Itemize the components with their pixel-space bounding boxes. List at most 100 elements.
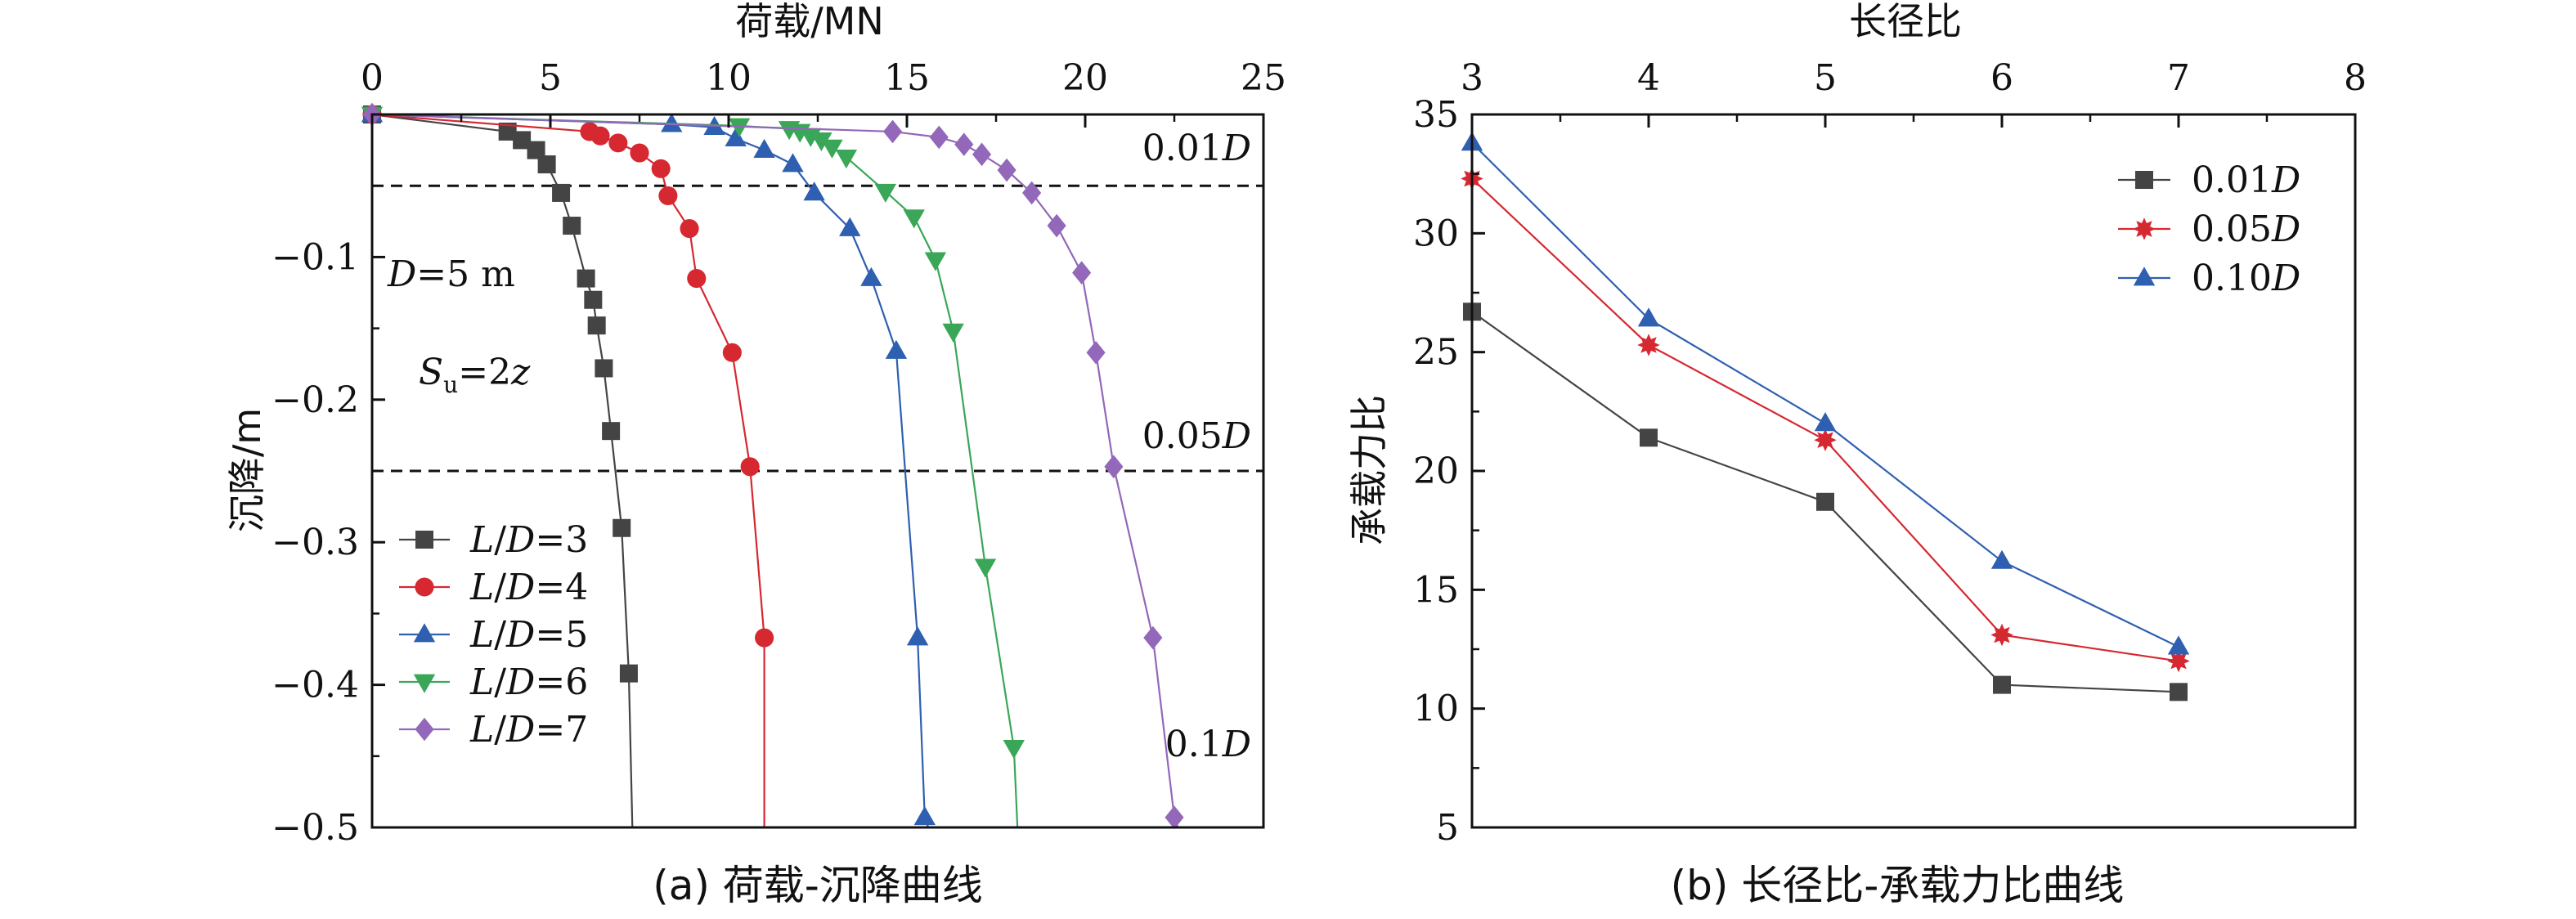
data-point	[1104, 455, 1124, 479]
legend-marker	[415, 577, 434, 597]
load-settlement-chart: 0 5 10 15 20 25 −0.1 −0.2 −0.3 −0.4 −0.5 荷载/MN 沉降/…	[225, 0, 1286, 909]
data-point	[608, 133, 628, 153]
data-point	[821, 139, 843, 159]
y-tick-label: 5	[1436, 807, 1459, 849]
ref-line-label-005d: 0.05D	[1142, 415, 1251, 457]
data-point	[835, 149, 858, 169]
data-point	[725, 127, 747, 146]
data-point	[619, 664, 638, 683]
load-settlement-plot-area: 0 5 10 15 20 25 −0.1 −0.2 −0.3 −0.4 −0.5	[272, 57, 1286, 849]
legend-b: 0.01D 0.05D 0.10D	[2118, 159, 2300, 299]
ratio-chart: 3 4 5 6 7 8 5 10 15 20 25 30 35 长径比 承载力比 (b) 长径比-承载力…	[1347, 0, 2367, 909]
data-point	[1637, 307, 1660, 327]
data-point	[563, 217, 581, 235]
series-line-2	[1471, 142, 2179, 648]
legend-marker	[2133, 267, 2156, 286]
x-tick-label: 3	[1461, 57, 1483, 99]
data-point	[782, 153, 804, 173]
legend-label: L/D=5	[469, 614, 588, 656]
data-point	[527, 141, 545, 159]
data-point	[1640, 428, 1658, 447]
data-point	[1814, 412, 1837, 432]
x-tick-label: 0	[361, 57, 384, 99]
chart-b-ylabel: 承载力比	[1347, 395, 1391, 545]
data-point	[924, 252, 947, 271]
chart-a-xlabel: 荷载/MN	[735, 0, 884, 43]
legend-label: L/D=4	[469, 567, 588, 608]
data-point	[630, 143, 649, 163]
data-point	[590, 126, 610, 146]
x-tick-label: 5	[539, 57, 562, 99]
data-point	[595, 359, 613, 378]
legend-marker	[415, 717, 434, 742]
legend-marker	[2133, 217, 2156, 240]
legend-marker	[413, 623, 436, 643]
data-point	[687, 269, 707, 289]
data-point	[906, 626, 929, 646]
y-tick-label: 10	[1413, 688, 1459, 730]
data-point	[680, 218, 699, 239]
x-tick-label: 8	[2344, 57, 2367, 99]
data-point	[885, 339, 908, 359]
data-point	[913, 806, 936, 826]
data-point	[883, 119, 903, 144]
data-point	[613, 518, 631, 537]
y-tick-label: 15	[1413, 569, 1459, 611]
y-tick-label: −0.1	[272, 236, 359, 278]
legend-marker	[415, 531, 433, 549]
legend-label: L/D=6	[469, 661, 588, 703]
data-point	[1814, 428, 1837, 451]
annotation-diameter: D=5 m	[387, 253, 515, 295]
data-point	[874, 183, 897, 203]
data-point	[810, 132, 832, 152]
y-tick-label: −0.4	[272, 665, 359, 706]
data-point	[972, 142, 992, 167]
y-tick-label: 20	[1413, 451, 1459, 492]
data-point	[740, 457, 760, 477]
data-point	[929, 125, 949, 150]
data-point	[552, 183, 571, 202]
x-tick-label: 6	[1990, 57, 2013, 99]
data-point	[1086, 340, 1106, 365]
data-point	[658, 186, 678, 205]
y-tick-label: 30	[1413, 213, 1459, 254]
data-point	[577, 269, 595, 288]
legend-a: L/D=3 L/D=4 L/D=5 L/D=6 L/D=7	[399, 519, 588, 751]
legend-label: 0.05D	[2192, 208, 2300, 250]
data-point	[803, 182, 825, 201]
x-tick-label: 10	[706, 57, 752, 99]
data-point	[1003, 739, 1025, 760]
legend-label: 0.10D	[2192, 258, 2300, 299]
y-tick-label: −0.5	[272, 807, 359, 849]
data-point	[1816, 492, 1834, 511]
data-point	[839, 217, 861, 236]
data-point	[587, 316, 606, 335]
data-point	[753, 138, 775, 158]
data-point	[954, 132, 974, 156]
data-point	[602, 422, 621, 441]
data-point	[584, 290, 603, 309]
data-point	[1072, 261, 1092, 285]
data-point	[2167, 649, 2190, 673]
data-point	[1993, 675, 2011, 694]
ref-line-label-001d: 0.01D	[1142, 128, 1251, 169]
y-tick-label: −0.3	[272, 522, 359, 563]
data-point	[1990, 623, 2013, 647]
y-tick-label: −0.2	[272, 379, 359, 421]
legend-label: L/D=7	[469, 709, 588, 751]
data-point	[942, 323, 964, 343]
chart-b-xlabel: 长径比	[1849, 0, 1962, 43]
data-point	[974, 558, 997, 578]
data-point	[1637, 334, 1660, 356]
data-point	[755, 628, 774, 648]
x-tick-label: 7	[2167, 57, 2190, 99]
data-point	[498, 122, 517, 141]
chart-a-title: (a) 荷载-沉降曲线	[653, 862, 983, 909]
legend-label: L/D=3	[469, 519, 588, 561]
legend-marker	[413, 674, 436, 693]
x-tick-label: 4	[1637, 57, 1660, 99]
data-point	[1022, 181, 1042, 205]
chart-b-title: (b) 长径比-承载力比曲线	[1671, 862, 2125, 909]
data-point	[997, 158, 1016, 182]
data-point	[513, 131, 532, 150]
